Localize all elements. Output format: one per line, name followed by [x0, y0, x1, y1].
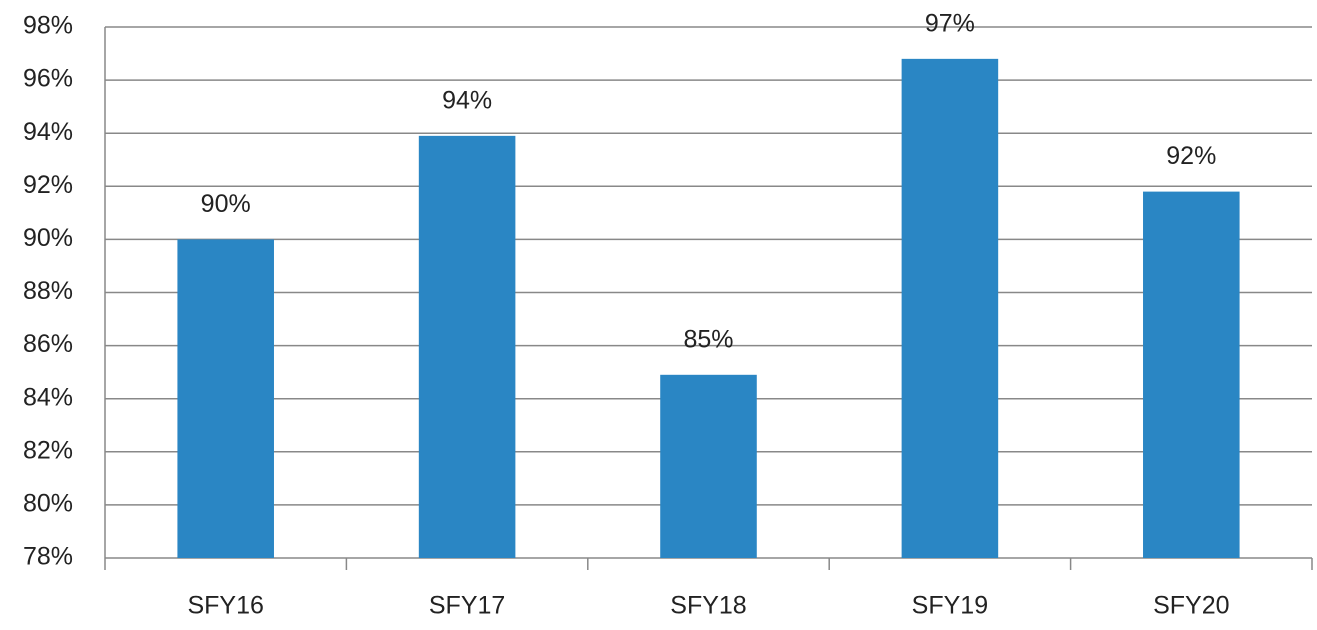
- x-tick-label: SFY16: [187, 592, 263, 620]
- y-tick-label: 80%: [23, 490, 73, 518]
- bar: [418, 135, 516, 559]
- y-tick-label: 94%: [23, 118, 73, 146]
- bar: [660, 374, 757, 558]
- data-label: 90%: [201, 190, 251, 218]
- x-tick-label: SFY19: [912, 592, 988, 620]
- y-tick-label: 96%: [23, 65, 73, 93]
- data-label: 85%: [683, 325, 733, 353]
- data-label: 92%: [1166, 142, 1216, 170]
- x-tick-label: SFY18: [670, 592, 746, 620]
- y-tick-label: 90%: [23, 224, 73, 252]
- bar: [901, 58, 999, 559]
- y-tick-label: 98%: [23, 12, 73, 40]
- bar: [1143, 191, 1240, 559]
- y-tick-label: 86%: [23, 330, 73, 358]
- bar: [177, 239, 274, 558]
- y-tick-label: 84%: [23, 383, 73, 411]
- y-tick-label: 82%: [23, 436, 73, 464]
- x-tick-label: SFY20: [1153, 592, 1229, 620]
- y-tick-label: 92%: [23, 171, 73, 199]
- data-label: 97%: [925, 9, 975, 37]
- data-label: 94%: [442, 86, 492, 114]
- y-tick-label: 88%: [23, 277, 73, 305]
- x-tick-label: SFY17: [429, 592, 505, 620]
- y-tick-label: 78%: [23, 543, 73, 571]
